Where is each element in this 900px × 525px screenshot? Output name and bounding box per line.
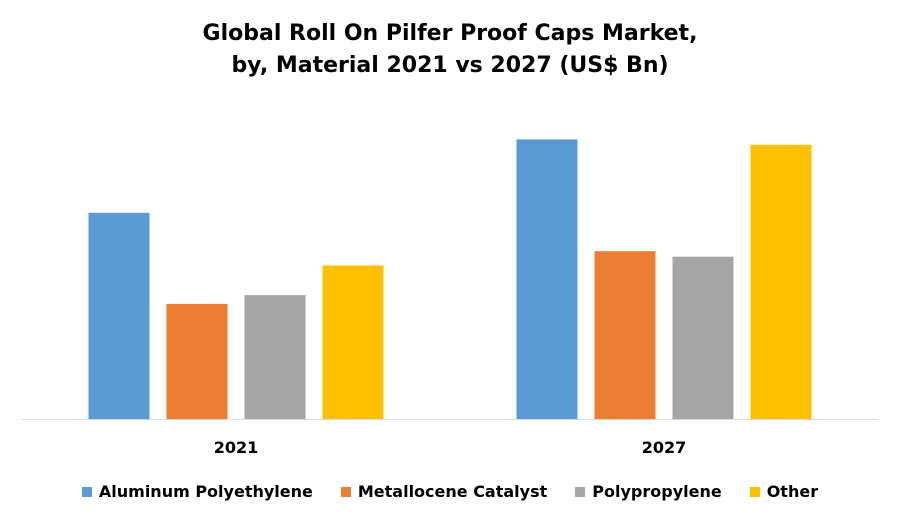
legend-swatch [575,487,586,497]
bar-other-2021 [322,265,384,419]
legend-item: Other [749,482,819,502]
legend-swatch [749,487,760,497]
legend-label: Other [766,482,819,501]
bar-polypropylene-2027 [672,256,734,419]
chart-title-line-1: Global Roll On Pilfer Proof Caps Market, [202,21,698,46]
legend-item: Metallocene Catalyst [340,482,548,502]
x-tick-label-2021: 2021 [214,438,259,457]
legend-label: Polypropylene [592,482,722,501]
bar-metallocene-catalyst-2027 [594,251,656,419]
legend-item: Aluminum Polyethylene [81,482,313,502]
x-tick-label-2027: 2027 [642,438,687,457]
legend-label: Metallocene Catalyst [357,482,548,501]
bar-other-2027 [750,144,812,420]
legend-item: Polypropylene [575,482,722,502]
chart-legend: Aluminum Polyethylene Metallocene Catalys… [0,482,900,502]
bar-aluminum-polyethylene-2021 [88,212,150,419]
legend-label: Aluminum Polyethylene [98,482,313,501]
chart-title-line-2: by, Material 2021 vs 2027 (US$ Bn) [231,53,669,78]
bar-aluminum-polyethylene-2027 [516,139,578,419]
legend-swatch [81,487,92,497]
chart-title: Global Roll On Pilfer Proof Caps Market,… [0,18,900,82]
legend-swatch [340,487,351,497]
bar-metallocene-catalyst-2021 [166,303,228,420]
bar-polypropylene-2021 [244,295,306,419]
